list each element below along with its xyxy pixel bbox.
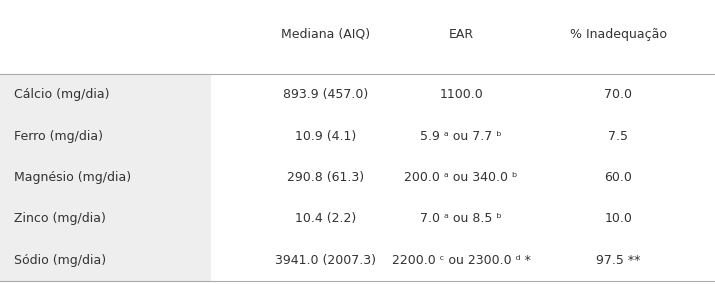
- Text: 1100.0: 1100.0: [439, 88, 483, 101]
- Text: Ferro (mg/dia): Ferro (mg/dia): [14, 130, 103, 143]
- Text: 5.9 ᵃ ou 7.7 ᵇ: 5.9 ᵃ ou 7.7 ᵇ: [420, 130, 502, 143]
- Text: Mediana (AIQ): Mediana (AIQ): [281, 28, 370, 41]
- FancyBboxPatch shape: [0, 74, 211, 281]
- Text: 60.0: 60.0: [605, 171, 632, 184]
- Text: 7.5: 7.5: [608, 130, 628, 143]
- Text: Magnésio (mg/dia): Magnésio (mg/dia): [14, 171, 132, 184]
- Text: 200.0 ᵃ ou 340.0 ᵇ: 200.0 ᵃ ou 340.0 ᵇ: [405, 171, 518, 184]
- Text: 893.9 (457.0): 893.9 (457.0): [282, 88, 368, 101]
- Text: Cálcio (mg/dia): Cálcio (mg/dia): [14, 88, 110, 101]
- Text: EAR: EAR: [448, 28, 474, 41]
- Text: Sódio (mg/dia): Sódio (mg/dia): [14, 254, 107, 267]
- Text: 97.5 **: 97.5 **: [596, 254, 641, 267]
- Text: 290.8 (61.3): 290.8 (61.3): [287, 171, 364, 184]
- Text: 2200.0 ᶜ ou 2300.0 ᵈ *: 2200.0 ᶜ ou 2300.0 ᵈ *: [392, 254, 531, 267]
- Text: 70.0: 70.0: [604, 88, 633, 101]
- Text: Zinco (mg/dia): Zinco (mg/dia): [14, 212, 106, 225]
- Text: 3941.0 (2007.3): 3941.0 (2007.3): [275, 254, 376, 267]
- Text: 10.9 (4.1): 10.9 (4.1): [295, 130, 356, 143]
- Text: 7.0 ᵃ ou 8.5 ᵇ: 7.0 ᵃ ou 8.5 ᵇ: [420, 212, 502, 225]
- Text: 10.4 (2.2): 10.4 (2.2): [295, 212, 356, 225]
- Text: 10.0: 10.0: [605, 212, 632, 225]
- Text: % Inadequação: % Inadequação: [570, 28, 667, 41]
